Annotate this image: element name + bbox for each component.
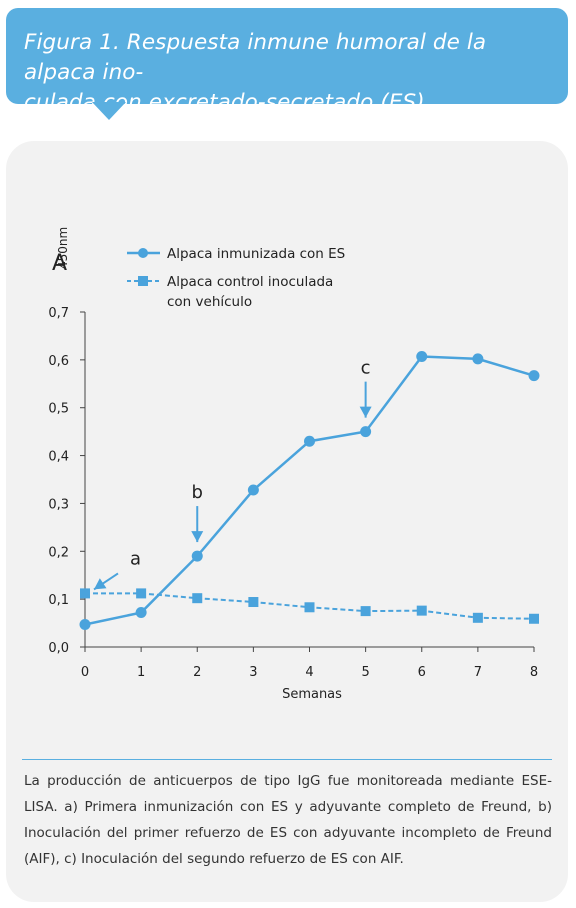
legend-marker-square [138,276,148,286]
figure-title-line-2: culada con excretado-secretado (ES). [24,90,432,115]
x-tick-label: 5 [361,665,369,680]
y-tick-label: 0,6 [48,354,69,369]
annotation-arrow-a-head [94,578,107,590]
series-control-point [529,613,539,624]
series-immunized-point [416,351,428,363]
y-tick-label: 0,4 [48,450,69,465]
title-pointer [92,102,126,120]
chart-ticks: 0,0 0,1 0,2 0,3 0,4 0,5 0,6 0,7 0 1 2 3 4 5 6 7 8 [48,306,538,680]
series-immunized-point [79,619,91,631]
figure-title-box: Figura 1. Respuesta inmune humoral de la… [6,8,568,115]
series-control-point [360,606,371,617]
y-tick-label: 0,3 [48,497,69,512]
series-immunized-point [247,484,259,496]
legend-label-control-line2: con vehículo [167,294,252,310]
annotation-label-a: a [130,548,141,569]
x-tick-label: 1 [137,665,145,680]
y-tick-label: 0,1 [48,593,69,608]
y-tick-label: 0,2 [48,545,69,560]
y-tick-label: 0,7 [48,306,69,321]
x-axis-label: Semanas [282,687,342,702]
annotation-arrow-c-head [359,406,372,418]
y-tick-label: 0,0 [48,641,69,656]
series-control-point [472,612,483,623]
line-chart: 0,0 0,1 0,2 0,3 0,4 0,5 0,6 0,7 0 1 2 3 4 5 6 7 8 a b c Al… [48,227,540,702]
y-tick-label: 0,5 [48,402,69,417]
figure-caption: La producción de anticuerpos de tipo IgG… [24,773,552,867]
y-axis-label-subscript: 450nm [56,227,70,269]
series-immunized-point [360,426,372,438]
series-immunized-point [472,353,484,365]
annotation-arrow-b-head [191,531,204,543]
series-immunized-line [84,355,535,626]
series-immunized-point [135,607,147,619]
chart-legend: Alpaca inmunizada con ES Alpaca control … [127,246,345,310]
legend-label-control-line1: Alpaca control inoculada [167,274,333,290]
series-control-point [416,605,427,616]
x-tick-label: 7 [474,665,482,680]
figure-panel: 0,0 0,1 0,2 0,3 0,4 0,5 0,6 0,7 0 1 2 3 4 5 6 7 8 a b c Al… [6,141,568,902]
annotation-label-c: c [361,358,371,379]
series-immunized-point [191,550,203,562]
series-control-point [80,588,90,599]
x-tick-label: 4 [305,665,313,680]
chart-series [79,351,540,631]
series-immunized-point [528,370,540,382]
y-axis-label: A [52,251,67,276]
series-control-point [304,602,315,613]
x-tick-label: 2 [193,665,201,680]
series-immunized-point [304,435,315,447]
x-tick-label: 6 [418,665,426,680]
annotation-label-b: b [192,482,203,503]
legend-label-immunized: Alpaca inmunizada con ES [167,246,345,262]
x-tick-label: 3 [249,665,257,680]
x-tick-label: 0 [81,665,89,680]
legend-marker-circle [138,248,148,258]
series-control-point [248,597,259,608]
chart-axes [84,312,534,648]
chart-annotations: a b c [93,358,372,591]
caption-divider [22,759,552,760]
figure-title-line-1: Figura 1. Respuesta inmune humoral de la… [24,30,487,85]
series-control-point [192,593,203,604]
series-control-point [136,588,147,599]
x-tick-label: 8 [530,665,538,680]
